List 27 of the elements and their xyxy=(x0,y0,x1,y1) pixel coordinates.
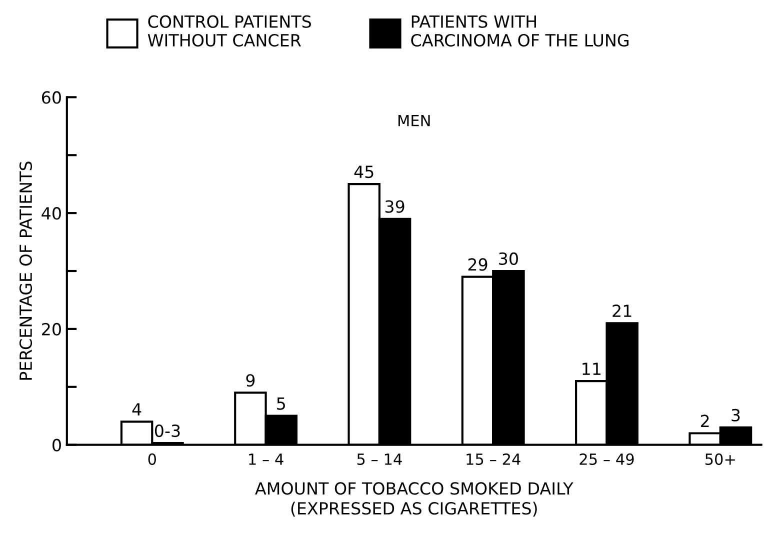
x-tick-label: 0 xyxy=(148,453,156,465)
x-tick-label: 15 – 24 xyxy=(466,453,520,465)
data-label: 39 xyxy=(385,200,404,213)
y-tick-label: 20 xyxy=(42,322,61,336)
x-tick-label: 50+ xyxy=(705,453,735,465)
x-tick-label: 1 – 4 xyxy=(249,454,284,465)
y-tick-label: 60 xyxy=(42,91,61,104)
data-label: 29 xyxy=(468,258,488,271)
x-tick-label: 5 – 14 xyxy=(357,454,402,465)
y-axis-title: PERCENTAGE OF PATIENTS xyxy=(19,162,32,380)
data-label: 21 xyxy=(612,304,632,317)
data-label: 3 xyxy=(732,408,740,422)
x-axis-title: AMOUNT OF TOBACCO SMOKED DAILY (EXPRESSED AS CIGARETTES) xyxy=(255,482,574,517)
y-tick-label: 40 xyxy=(42,207,61,220)
data-label: 2 xyxy=(700,414,709,427)
data-label: 9 xyxy=(246,374,255,387)
data-label: 5 xyxy=(277,397,285,410)
x-tick-label: 25 – 49 xyxy=(580,453,634,465)
data-label: 30 xyxy=(499,252,518,265)
text: MEN xyxy=(398,115,430,126)
data-label: 45 xyxy=(354,166,374,178)
data-label: 11 xyxy=(582,362,600,375)
data-label: 0-3 xyxy=(154,424,180,438)
legend-label: CONTROL PATIENTS WITHOUT CANCER xyxy=(148,15,311,47)
y-tick-label: 0 xyxy=(52,438,61,452)
legend-label: PATIENTS WITH CARCINOMA OF THE LUNG xyxy=(411,15,628,47)
data-label: 4 xyxy=(132,403,142,416)
